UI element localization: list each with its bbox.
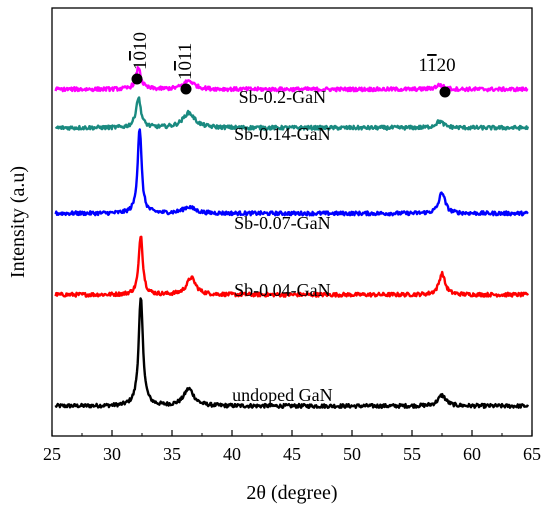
- series-labels: undoped GaN Sb-0.04-GaN Sb-0.07-GaN Sb-0.14…: [232, 87, 332, 405]
- peak-label-1: 1011: [175, 43, 196, 80]
- x-tick-label-8: 65: [523, 444, 541, 464]
- peak-annotation-1: 1011: [174, 43, 196, 95]
- x-tick-label-1: 30: [103, 444, 121, 464]
- x-tick-label-6: 55: [403, 444, 421, 464]
- x-tick-label-3: 40: [223, 444, 241, 464]
- series-label-1: Sb-0.04-GaN: [234, 280, 331, 300]
- peak-marker-dot-0: [131, 73, 143, 85]
- x-tick-label-4: 45: [283, 444, 301, 464]
- x-tick-label-5: 50: [343, 444, 361, 464]
- peak-label-2: 1120: [418, 55, 455, 76]
- series-label-2: Sb-0.07-GaN: [234, 213, 331, 233]
- x-ticks: 25 30 35 40 45 50 55 60 65: [43, 430, 541, 464]
- series-group: [54, 65, 530, 409]
- series-label-0: undoped GaN: [232, 385, 332, 405]
- peak-annotation-2: 1120: [418, 54, 456, 98]
- x-tick-label-0: 25: [43, 444, 61, 464]
- peak-marker-dot-2: [439, 86, 451, 98]
- series-line-1: [54, 235, 529, 298]
- peak-annotation-0: 1010: [129, 32, 151, 85]
- x-axis-title: 2θ (degree): [246, 482, 337, 504]
- peak-marker-dot-1: [180, 83, 192, 95]
- series-line-2: [54, 128, 529, 217]
- peak-annotations: 1010 1011 1120: [129, 32, 456, 98]
- x-tick-label-2: 35: [163, 444, 181, 464]
- x-tick-label-7: 60: [463, 444, 481, 464]
- series-line-3: [54, 96, 530, 131]
- series-line-0: [54, 297, 529, 409]
- series-label-3: Sb-0.14-GaN: [234, 124, 331, 144]
- series-label-4: Sb-0.2-GaN: [239, 87, 327, 107]
- peak-label-0: 1010: [130, 32, 151, 70]
- y-axis-title: Intensity (a.u): [7, 166, 29, 278]
